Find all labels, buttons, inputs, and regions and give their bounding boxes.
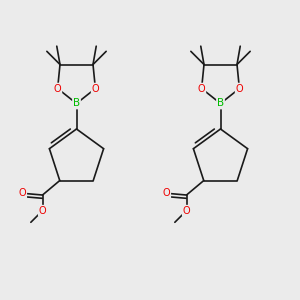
Text: O: O [92,83,99,94]
Text: O: O [236,83,243,94]
Text: O: O [39,206,46,216]
Text: B: B [73,98,80,109]
Text: O: O [19,188,26,198]
Text: O: O [54,83,61,94]
Text: B: B [217,98,224,109]
Text: O: O [163,188,170,198]
Text: O: O [183,206,190,216]
Text: O: O [198,83,206,94]
